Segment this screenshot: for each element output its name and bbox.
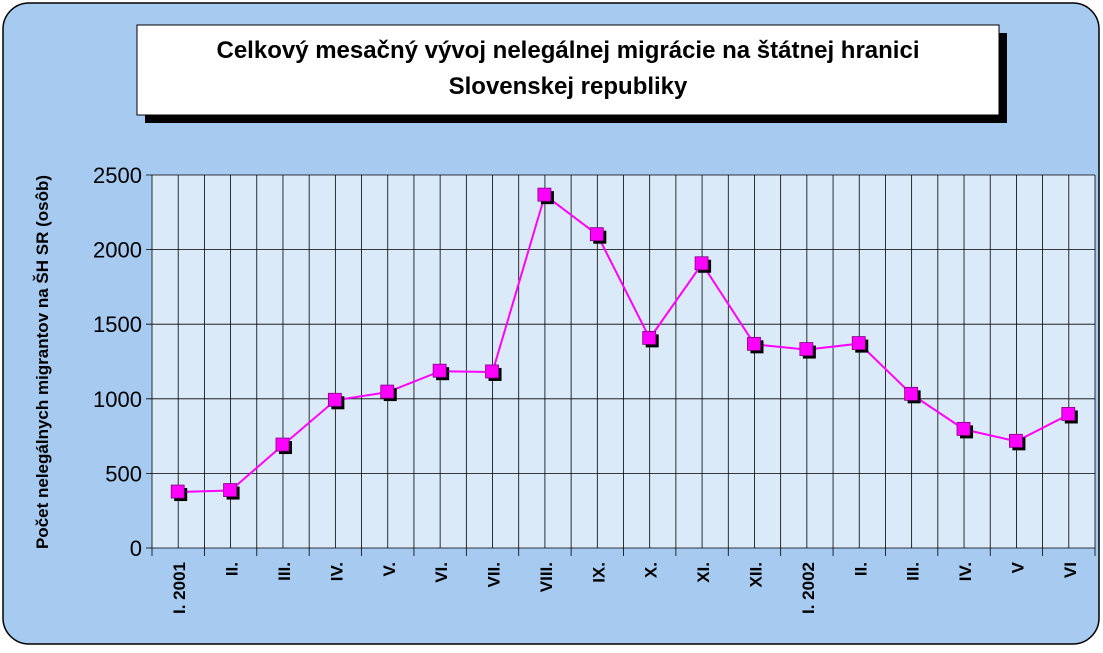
chart-title: Celkový mesačný vývoj nelegálnej migráci… — [217, 37, 920, 64]
x-tick-label: IV. — [327, 562, 346, 581]
x-tick-label: XII. — [746, 562, 765, 588]
x-tick-label: V. — [380, 562, 399, 577]
marker — [590, 228, 603, 241]
x-tick-label: VI — [1061, 562, 1080, 578]
marker — [276, 438, 289, 451]
marker — [171, 485, 184, 498]
marker — [328, 393, 341, 406]
chart-subtitle: Slovenskej republiky — [449, 73, 688, 100]
x-tick-label: VII. — [485, 562, 504, 588]
y-tick-label: 1000 — [93, 387, 142, 412]
marker — [747, 337, 760, 350]
y-axis-label: Počet nelegálnych migrantov na ŠH SR (os… — [33, 175, 52, 549]
x-tick-label: III. — [904, 562, 923, 581]
x-tick-label: XI. — [694, 562, 713, 583]
y-tick-label: 1500 — [93, 312, 142, 337]
marker — [852, 337, 865, 350]
y-tick-label: 2000 — [93, 238, 142, 263]
y-tick-label: 2500 — [93, 163, 142, 188]
marker — [1062, 407, 1075, 420]
x-tick-label: IV. — [956, 562, 975, 581]
marker — [905, 387, 918, 400]
marker — [643, 331, 656, 344]
marker — [1009, 434, 1022, 447]
marker — [538, 188, 551, 201]
x-tick-label: I. 2001 — [170, 562, 189, 614]
y-tick-label: 500 — [105, 461, 142, 486]
y-tick-label: 0 — [130, 536, 142, 561]
marker — [957, 422, 970, 435]
marker — [695, 257, 708, 270]
x-tick-label: VI. — [432, 562, 451, 583]
marker — [486, 365, 499, 378]
x-tick-label: I. 2002 — [799, 562, 818, 614]
x-tick-label: VIII. — [537, 562, 556, 592]
marker — [800, 343, 813, 356]
chart: Celkový mesačný vývoj nelegálnej migráci… — [0, 0, 1103, 648]
x-tick-label: III. — [275, 562, 294, 581]
x-tick-label: II. — [223, 562, 242, 576]
x-tick-label: V — [1008, 561, 1027, 573]
marker — [433, 364, 446, 377]
marker — [381, 385, 394, 398]
x-tick-label: X. — [642, 562, 661, 578]
x-tick-label: II. — [851, 562, 870, 576]
marker — [224, 484, 237, 497]
x-tick-label: IX. — [589, 562, 608, 583]
